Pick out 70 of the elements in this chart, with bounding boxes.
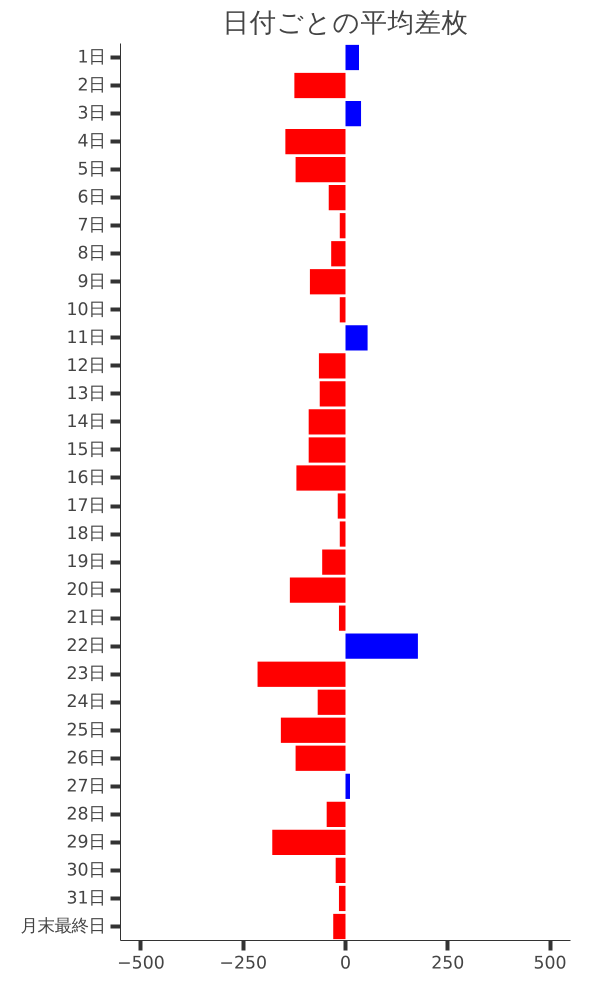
y-tick-label: 31日 — [66, 888, 106, 908]
y-tick-label: 26日 — [66, 748, 106, 768]
y-tick-label: 22日 — [66, 636, 106, 656]
y-tick-label: 月末最終日 — [20, 916, 106, 936]
y-tick-label: 1日 — [77, 48, 106, 68]
bar — [272, 830, 346, 856]
bar — [322, 549, 346, 575]
bar — [308, 437, 346, 463]
bar — [308, 409, 346, 435]
x-tick-label: −500 — [117, 954, 165, 974]
y-tick-label: 28日 — [66, 804, 106, 824]
bar — [346, 44, 359, 70]
bar — [340, 297, 346, 322]
y-tick-label: 15日 — [66, 440, 106, 460]
bar — [338, 886, 346, 912]
y-tick-label: 7日 — [77, 216, 106, 236]
y-tick-label: 24日 — [66, 692, 106, 712]
y-tick-label: 23日 — [66, 664, 106, 684]
bar — [290, 577, 346, 603]
y-tick-label: 13日 — [66, 384, 106, 404]
bar — [336, 858, 346, 884]
y-tick-label: 30日 — [66, 860, 106, 880]
bar — [346, 774, 350, 799]
bar — [296, 465, 346, 491]
bar — [333, 914, 346, 940]
x-tick-label: −250 — [219, 954, 268, 974]
bar — [346, 325, 368, 350]
bar — [296, 746, 346, 771]
y-tick-label: 4日 — [77, 132, 106, 152]
bar — [258, 662, 346, 687]
x-tick-label: 250 — [431, 954, 464, 974]
y-tick-label: 19日 — [66, 552, 106, 572]
bar — [318, 353, 346, 378]
y-tick-label: 16日 — [66, 468, 106, 488]
chart-title: 日付ごとの平均差枚 — [222, 8, 468, 38]
bar — [346, 100, 362, 126]
y-tick-label: 9日 — [77, 272, 106, 292]
y-tick-label: 12日 — [66, 356, 106, 376]
bar — [318, 690, 346, 715]
bar — [285, 128, 346, 154]
bar — [280, 718, 346, 743]
bar — [310, 269, 346, 294]
bar — [294, 72, 346, 98]
bar — [326, 802, 346, 827]
y-tick-label: 14日 — [66, 412, 106, 432]
y-tick-label: 6日 — [77, 188, 106, 208]
y-tick-label: 17日 — [66, 496, 106, 516]
y-tick-label: 21日 — [66, 608, 106, 628]
bar — [338, 493, 346, 519]
x-tick-label: 500 — [534, 954, 567, 974]
y-tick-label: 5日 — [77, 160, 106, 180]
y-tick-label: 25日 — [66, 720, 106, 740]
bar — [296, 157, 346, 182]
x-tick-label: 0 — [340, 954, 352, 974]
bar — [340, 521, 346, 547]
y-tick-label: 18日 — [66, 524, 106, 544]
y-tick-label: 20日 — [66, 580, 106, 600]
bar — [331, 241, 346, 266]
y-tick-label: 8日 — [77, 244, 106, 264]
bar — [346, 634, 418, 659]
bar — [328, 185, 346, 210]
bar — [338, 606, 346, 631]
bar — [320, 381, 346, 407]
y-tick-label: 2日 — [77, 76, 106, 96]
y-tick-label: 10日 — [66, 300, 106, 320]
y-tick-label: 29日 — [66, 832, 106, 852]
y-tick-label: 27日 — [66, 776, 106, 796]
y-tick-label: 3日 — [77, 104, 106, 124]
bar — [340, 213, 346, 238]
y-tick-label: 11日 — [66, 328, 106, 348]
